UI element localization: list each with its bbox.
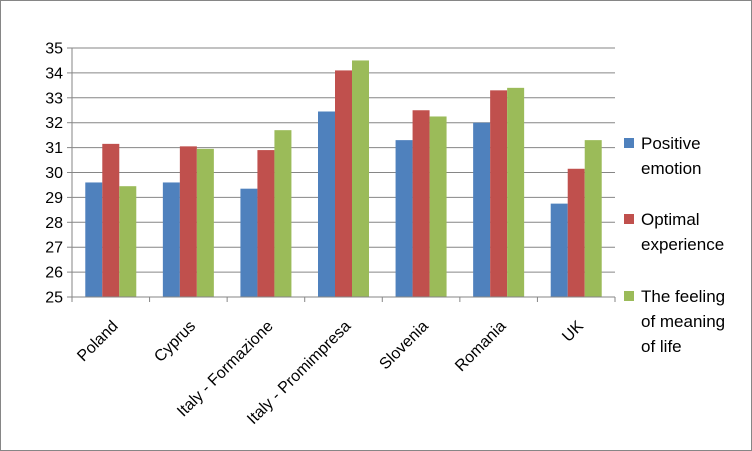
bar: [412, 110, 430, 297]
legend-label: Optimal: [641, 210, 700, 229]
y-tick-label: 35: [45, 41, 63, 58]
legend-label: of meaning: [641, 312, 725, 331]
y-tick-label: 32: [45, 115, 63, 132]
x-tick-label: Poland: [74, 318, 121, 365]
bar: [196, 148, 214, 297]
y-tick-label: 27: [45, 240, 63, 257]
x-tick-label: Romania: [452, 318, 509, 375]
y-tick-label: 30: [45, 165, 63, 182]
x-tick-label: UK: [559, 318, 587, 346]
legend-swatch: [624, 291, 634, 301]
bar: [507, 87, 525, 297]
y-tick-label: 26: [45, 265, 63, 282]
bar: [162, 182, 180, 297]
axes: [67, 47, 616, 302]
bar: [240, 188, 258, 297]
bars: [85, 60, 602, 298]
bar: [257, 150, 275, 297]
bar: [85, 182, 103, 297]
y-tick-label: 29: [45, 190, 63, 207]
legend-label: of life: [641, 337, 682, 356]
bar: [335, 70, 352, 297]
legend-label: The feeling: [641, 287, 725, 306]
bar: [567, 168, 585, 297]
y-tick-label: 28: [45, 215, 63, 232]
bar: [179, 146, 197, 297]
bar: [318, 111, 335, 298]
legend-swatch: [624, 138, 634, 148]
bar: [274, 130, 292, 297]
bar: [490, 90, 508, 297]
bar: [395, 140, 413, 297]
legend: Positive emotion Optimal experience The feel…: [624, 134, 725, 356]
bar: [352, 60, 369, 298]
y-tick-label: 25: [45, 290, 63, 307]
y-tick-label: 31: [45, 140, 63, 157]
x-tick-label: Cyprus: [151, 318, 199, 366]
bar: [102, 143, 120, 297]
bar: [429, 116, 447, 297]
bar: [473, 122, 491, 297]
x-tick-label: Slovenia: [376, 318, 431, 373]
legend-label: Positive: [641, 134, 701, 153]
y-tick-labels: 25 26 27 28 29 30 31 32 33 34 35: [45, 41, 63, 307]
bar: [584, 140, 602, 297]
legend-label: emotion: [641, 159, 701, 178]
y-tick-label: 33: [45, 90, 63, 107]
legend-label: experience: [641, 235, 724, 254]
bar: [119, 186, 137, 297]
bar: [550, 203, 568, 297]
y-tick-label: 34: [45, 65, 63, 82]
legend-swatch: [624, 214, 634, 224]
